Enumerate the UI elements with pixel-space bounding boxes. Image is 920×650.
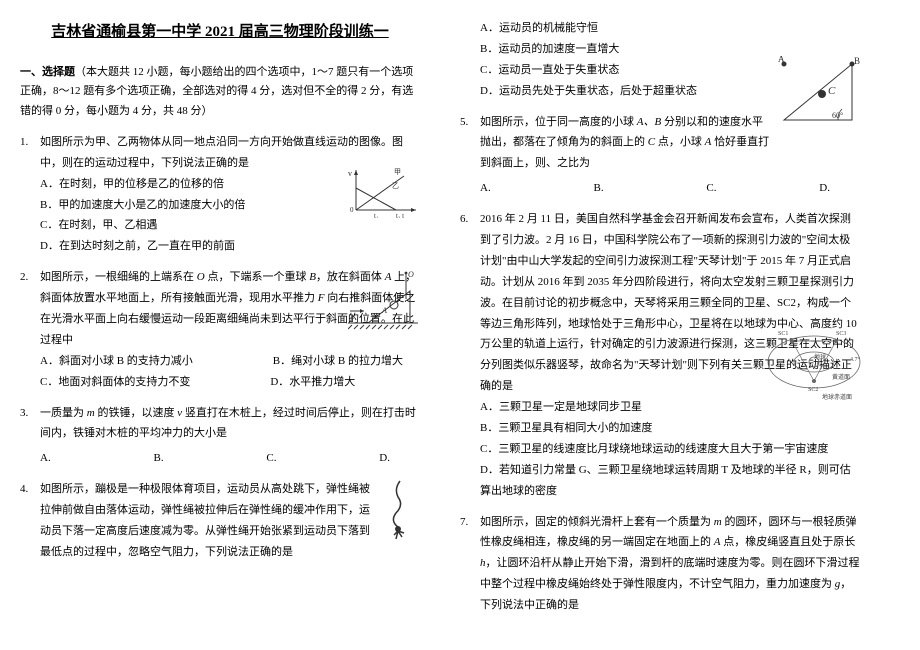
q1-num: 1.	[20, 132, 28, 153]
svg-text:B: B	[854, 56, 860, 66]
q3-opt-d: D.	[379, 448, 390, 469]
svg-text:0: 0	[350, 206, 354, 214]
q2-options: A．斜面对小球 B 的支持力减小 B．绳对小球 B 的拉力增大 C．地面对斜面体…	[20, 351, 420, 393]
svg-text:4.7°: 4.7°	[850, 356, 861, 363]
q5-options: A. B. C. D.	[460, 178, 860, 199]
svg-text:C: C	[828, 85, 836, 97]
svg-text:SC3: SC3	[836, 331, 846, 337]
q4-stem: 如图所示，蹦极是一种极限体育项目，运动员从高处跳下，弹性绳被拉伸前做自由落体运动…	[20, 479, 420, 563]
page: 吉林省通榆县第一中学 2021 届高三物理阶段训练一 一、选择题（本大题共 12…	[0, 0, 920, 650]
q7-num: 7.	[460, 512, 468, 533]
svg-text:A: A	[381, 306, 387, 315]
question-7: 7. 如图所示，固定的倾斜光滑杆上套有一个质量为 m 的圆环，圆环与一根轻质弹性…	[460, 512, 860, 616]
q5-opt-b: B.	[594, 178, 604, 199]
svg-text:O: O	[408, 271, 414, 279]
svg-text:甲: 甲	[394, 168, 401, 176]
paper-title: 吉林省通榆县第一中学 2021 届高三物理阶段训练一	[20, 18, 420, 47]
svg-text:SC1: SC1	[778, 331, 788, 337]
q3-opt-c: C.	[266, 448, 276, 469]
section-1-head: 一、选择题（本大题共 12 小题，每小题给出的四个选项中，1～7 题只有一个选项…	[20, 63, 420, 122]
right-column: A．运动员的机械能守恒 B．运动员的加速度一直增大 C．运动员一直处于失重状态 …	[440, 0, 880, 650]
q6-num: 6.	[460, 209, 468, 230]
svg-text:乙: 乙	[392, 182, 399, 190]
svg-text:地球: 地球	[814, 353, 826, 361]
q4-num: 4.	[20, 479, 28, 500]
left-column: 吉林省通榆县第一中学 2021 届高三物理阶段训练一 一、选择题（本大题共 12…	[0, 0, 440, 650]
q6-opt-c: C．三颗卫星的线速度比月球绕地球运动的线速度大且大于第一宇宙速度	[460, 439, 860, 460]
svg-text:B: B	[396, 292, 401, 301]
q1-opt-c: C．在时刻，甲、乙相遇	[20, 215, 420, 236]
svg-text:v: v	[348, 169, 352, 178]
q2-num: 2.	[20, 267, 28, 288]
q7-stem: 如图所示，固定的倾斜光滑杆上套有一个质量为 m 的圆环，圆环与一根轻质弹性橡皮绳…	[460, 512, 860, 616]
q5-opt-d: D.	[819, 178, 830, 199]
q5-num: 5.	[460, 112, 468, 133]
q5-figure: A B C 60°	[774, 56, 860, 128]
q2-opt-b: B．绳对小球 B 的拉力增大	[273, 351, 403, 372]
q4-opt-a: A．运动员的机械能守恒	[460, 18, 860, 39]
question-6: 6. 2016 年 2 月 11 日，美国自然科学基金会召开新闻发布会宣布，人类…	[460, 209, 860, 501]
question-3: 3. 一质量为 m 的铁锤，以速度 v 竖直打在木桩上，经过时间后停止，则在打击…	[20, 403, 420, 470]
q2-opt-a: A．斜面对小球 B 的支持力减小	[40, 351, 193, 372]
q2-figure: O B A F	[348, 271, 420, 333]
q2-opt-c: C．地面对斜面体的支持力不变	[40, 372, 190, 393]
question-1: 1. 如图所示为甲、乙两物体从同一地点沿同一方向开始做直线运动的图像。图中，则在…	[20, 132, 420, 257]
question-5: 5. 如图所示，位于同一高度的小球 A、B 分别以和的速度水平抛出，都落在了倾角…	[460, 112, 860, 200]
q1-figure: v 甲 乙 t₁ t₂ t 0	[348, 166, 420, 218]
q3-stem: 一质量为 m 的铁锤，以速度 v 竖直打在木桩上，经过时间后停止，则在打击时间内…	[20, 403, 420, 445]
question-2: 2. 如图所示，一根细绳的上端系在 O 点，下端系一个重球 B，放在斜面体 A …	[20, 267, 420, 392]
svg-text:SC2: SC2	[808, 387, 818, 393]
q6-figure: SC1 SC3 SC2 地球 4.7° 黄道面 地球赤道面	[762, 321, 866, 403]
svg-text:地球赤道面: 地球赤道面	[822, 393, 852, 401]
svg-text:F: F	[349, 314, 355, 323]
section-1-label: 一、选择题	[20, 66, 75, 78]
q6-opt-d: D．若知道引力常量 G、三颗卫星绕地球运转周期 T 及地球的半径 R，则可估算出…	[460, 460, 860, 502]
svg-text:A: A	[778, 56, 785, 64]
q4-figure	[380, 479, 420, 547]
q3-opt-a: A.	[40, 448, 51, 469]
q6-options: A．三颗卫星一定是地球同步卫星 B．三颗卫星具有相同大小的加速度 C．三颗卫星的…	[460, 397, 860, 501]
svg-text:黄道面: 黄道面	[832, 373, 850, 381]
q1-opt-d: D．在到达时刻之前，乙一直在甲的前面	[20, 236, 420, 257]
q3-num: 3.	[20, 403, 28, 424]
q3-options: A. B. C. D.	[20, 448, 420, 469]
q2-opt-d: D．水平推力增大	[270, 372, 355, 393]
q5-opt-a: A.	[480, 178, 491, 199]
svg-text:t₁: t₁	[374, 212, 378, 218]
q5-opt-c: C.	[706, 178, 716, 199]
question-4: 4. 如图所示，蹦极是一种极限体育项目，运动员从高处跳下，弹性绳被拉伸前做自由落…	[20, 479, 420, 563]
section-1-desc: （本大题共 12 小题，每小题给出的四个选项中，1～7 题只有一个选项正确，8～…	[20, 66, 413, 118]
svg-text:t₂ t: t₂ t	[396, 212, 404, 218]
q6-opt-b: B．三颗卫星具有相同大小的加速度	[460, 418, 860, 439]
q3-opt-b: B.	[154, 448, 164, 469]
